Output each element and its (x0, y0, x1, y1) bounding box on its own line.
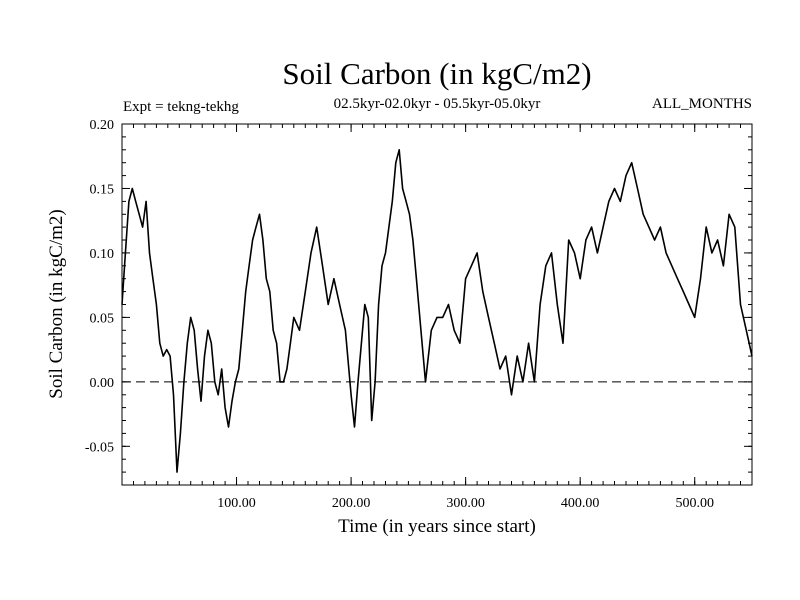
x-tick-label: 400.00 (561, 496, 600, 511)
experiment-label: Expt = tekng-tekhg (123, 99, 239, 115)
y-tick-label: 0.20 (90, 118, 115, 133)
x-axis-label: Time (in years since start) (338, 516, 536, 537)
y-tick-label: 0.10 (90, 247, 115, 262)
plot-frame (121, 123, 753, 486)
x-tick-label: 100.00 (217, 496, 256, 511)
x-tick-label: 300.00 (446, 496, 485, 511)
y-axis: -0.05 0.00 0.05 0.10 0.15 0.20 (85, 118, 752, 473)
season-label: ALL_MONTHS (652, 96, 752, 112)
y-tick-label: -0.05 (85, 440, 114, 455)
x-tick-label: 500.00 (675, 496, 714, 511)
y-tick-label: 0.15 (90, 182, 115, 197)
y-tick-label: 0.05 (90, 311, 115, 326)
chart-subtitle: 02.5kyr-02.0kyr - 05.5kyr-05.0kyr (334, 96, 541, 112)
y-axis-label: Soil Carbon (in kgC/m2) (46, 209, 67, 398)
x-tick-label: 200.00 (332, 496, 371, 511)
series-line-soil-carbon (121, 149, 753, 473)
y-tick-label: 0.00 (90, 376, 115, 391)
x-axis: 100.00 200.00 300.00 400.00 500.00 (133, 124, 741, 511)
chart-title: Soil Carbon (in kgC/m2) (282, 56, 591, 91)
